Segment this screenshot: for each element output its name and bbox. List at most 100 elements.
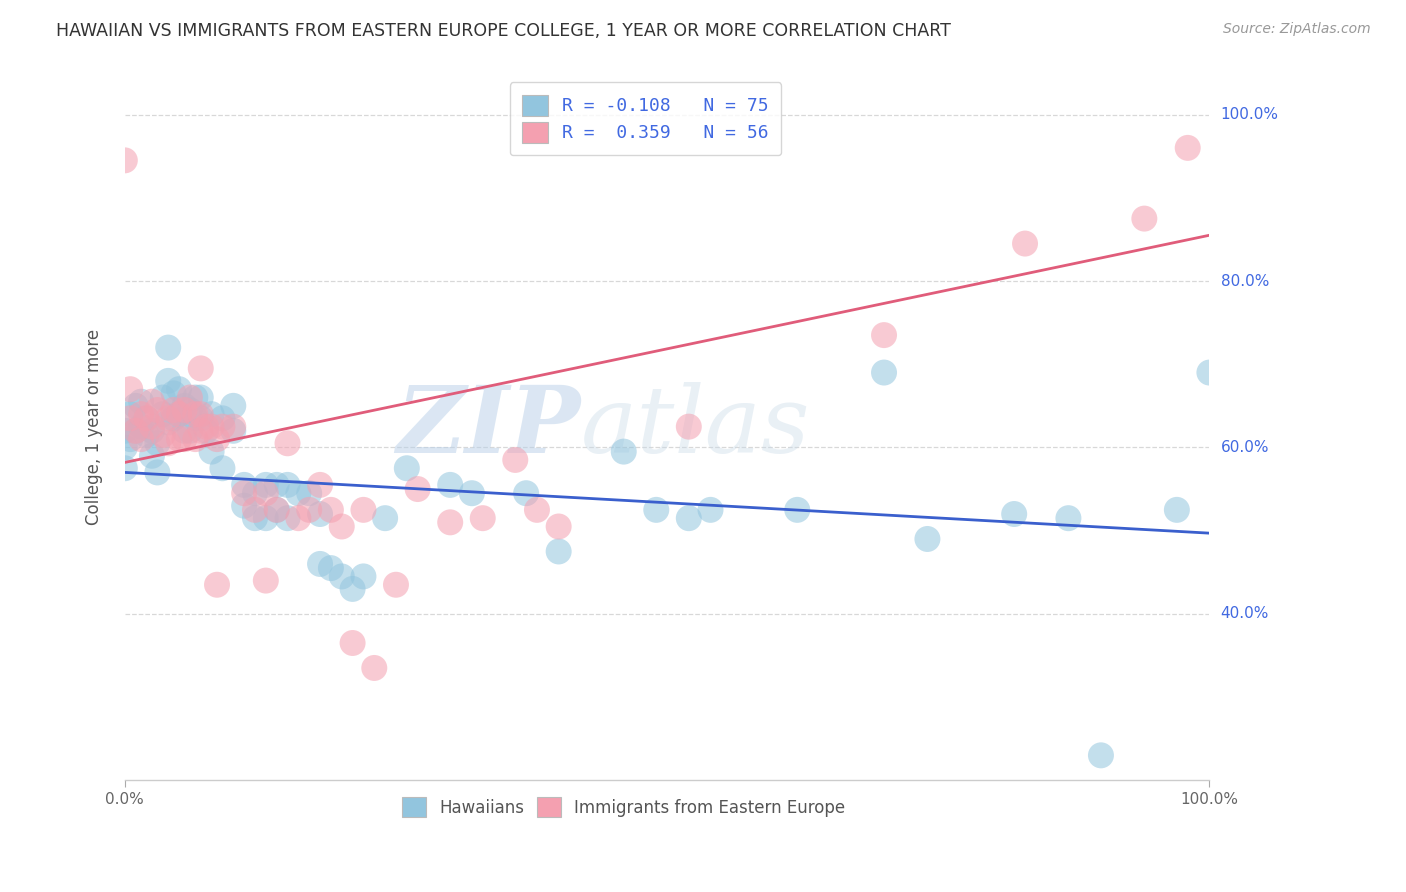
Point [157, 411, 180, 425]
Point [152, 407, 174, 421]
Point [352, 569, 374, 583]
Point [129, 407, 152, 421]
Text: 100.0%: 100.0% [1220, 107, 1278, 122]
Point [167, 407, 190, 421]
Point [352, 503, 374, 517]
Point [266, 503, 288, 517]
Point [1177, 141, 1199, 155]
Point [190, 411, 212, 425]
Point [184, 391, 207, 405]
Point [342, 582, 364, 596]
Point [287, 511, 309, 525]
Point [385, 578, 408, 592]
Point [439, 478, 461, 492]
Point [917, 532, 939, 546]
Point [786, 503, 808, 517]
Point [298, 503, 321, 517]
Point [233, 499, 256, 513]
Point [330, 519, 353, 533]
Point [211, 461, 233, 475]
Point [195, 424, 218, 438]
Point [141, 424, 163, 438]
Point [1166, 503, 1188, 517]
Point [309, 507, 332, 521]
Point [243, 511, 266, 525]
Point [190, 361, 212, 376]
Point [190, 424, 212, 438]
Point [135, 411, 157, 425]
Point [276, 478, 298, 492]
Point [222, 419, 245, 434]
Point [266, 503, 288, 517]
Point [1090, 748, 1112, 763]
Point [179, 403, 201, 417]
Point [342, 636, 364, 650]
Point [678, 419, 700, 434]
Point [319, 561, 342, 575]
Point [167, 407, 190, 421]
Point [211, 419, 233, 434]
Point [254, 511, 277, 525]
Point [120, 382, 142, 396]
Point [167, 432, 190, 446]
Text: 80.0%: 80.0% [1220, 274, 1268, 288]
Point [135, 428, 157, 442]
Point [124, 424, 146, 438]
Point [205, 432, 228, 446]
Point [330, 569, 353, 583]
Legend: Hawaiians, Immigrants from Eastern Europe: Hawaiians, Immigrants from Eastern Europ… [394, 789, 853, 825]
Point [124, 424, 146, 438]
Point [276, 436, 298, 450]
Point [195, 419, 218, 434]
Point [395, 461, 418, 475]
Text: 40.0%: 40.0% [1220, 607, 1268, 622]
Point [120, 411, 142, 425]
Point [222, 424, 245, 438]
Point [157, 341, 180, 355]
Point [124, 399, 146, 413]
Point [184, 407, 207, 421]
Text: 60.0%: 60.0% [1220, 440, 1270, 455]
Point [503, 453, 526, 467]
Point [205, 578, 228, 592]
Point [211, 411, 233, 425]
Point [873, 328, 896, 343]
Point [1133, 211, 1156, 226]
Text: Source: ZipAtlas.com: Source: ZipAtlas.com [1223, 22, 1371, 37]
Point [439, 516, 461, 530]
Point [298, 486, 321, 500]
Point [141, 394, 163, 409]
Point [699, 503, 721, 517]
Point [114, 461, 136, 475]
Point [162, 411, 184, 425]
Point [157, 436, 180, 450]
Point [146, 466, 169, 480]
Point [173, 403, 195, 417]
Point [461, 486, 484, 500]
Point [173, 399, 195, 413]
Point [190, 391, 212, 405]
Point [254, 574, 277, 588]
Point [309, 557, 332, 571]
Point [1002, 507, 1025, 521]
Point [162, 386, 184, 401]
Point [157, 416, 180, 430]
Point [157, 374, 180, 388]
Point [254, 478, 277, 492]
Point [114, 424, 136, 438]
Point [141, 419, 163, 434]
Point [678, 511, 700, 525]
Y-axis label: College, 1 year or more: College, 1 year or more [86, 328, 103, 524]
Point [135, 411, 157, 425]
Point [162, 403, 184, 417]
Point [120, 432, 142, 446]
Point [190, 407, 212, 421]
Point [129, 432, 152, 446]
Point [222, 399, 245, 413]
Point [200, 407, 222, 421]
Point [406, 482, 429, 496]
Point [254, 486, 277, 500]
Point [146, 436, 169, 450]
Point [1198, 366, 1220, 380]
Text: HAWAIIAN VS IMMIGRANTS FROM EASTERN EUROPE COLLEGE, 1 YEAR OR MORE CORRELATION C: HAWAIIAN VS IMMIGRANTS FROM EASTERN EURO… [56, 22, 950, 40]
